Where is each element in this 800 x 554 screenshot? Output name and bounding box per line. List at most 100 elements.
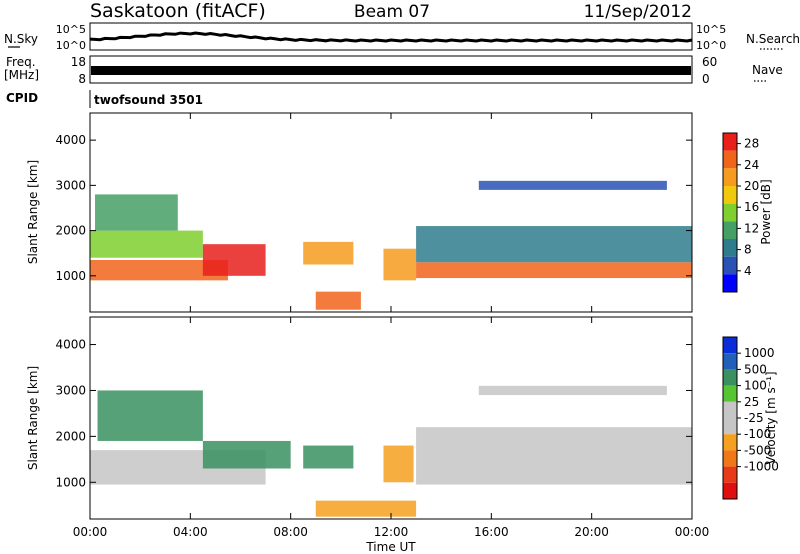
nsky-label: N.Sky [4, 32, 38, 46]
power-colorbar-tick-label: 28 [744, 137, 759, 151]
power-colorbar-band [723, 186, 737, 204]
nave-tick-high: 60 [702, 55, 717, 69]
power-ytick-label: 4000 [55, 133, 86, 147]
velocity-ylabel: Slant Range [km] [26, 366, 40, 470]
power-colorbar-band [723, 150, 737, 169]
velocity-ytick-label: 2000 [55, 429, 86, 443]
power-colorbar-tick-label: 20 [744, 179, 759, 193]
power-colorbar-band [723, 239, 737, 257]
power-ytick-label: 3000 [55, 178, 86, 192]
velocity-colorbar-band [723, 353, 737, 370]
nave-tick-low: 0 [702, 72, 710, 86]
x-tick-label: 08:00 [273, 525, 308, 539]
velocity-colorbar-band [723, 369, 737, 386]
freq-label-unit: [MHz] [4, 68, 39, 82]
power-region-0 [90, 259, 228, 281]
nsky-trace [89, 31, 693, 43]
power-colorbar-tick-label: 4 [744, 264, 752, 278]
nsky-frame [89, 22, 693, 51]
velocity-colorbar-band [723, 466, 737, 483]
velocity-colorbar-band [723, 337, 737, 354]
velocity-colorbar-tick-label: 25 [744, 395, 759, 409]
freq-tick-low: 8 [78, 72, 86, 86]
x-tick-label: 04:00 [173, 525, 208, 539]
x-tick-label: 20:00 [574, 525, 609, 539]
freq-tick-high: 18 [71, 55, 86, 69]
velocity-colorbar-tick-label: -100 [744, 427, 771, 441]
beam-title: Beam 07 [354, 2, 430, 22]
velocity-ytick-label: 4000 [55, 338, 86, 352]
power-y-axis: 1000 2000 3000 4000 [55, 133, 692, 283]
power-ylabel: Slant Range [km] [26, 160, 40, 264]
velocity-region-2 [202, 440, 291, 469]
power-colorbar-band [723, 168, 737, 186]
velocity-colorbar-band [723, 401, 737, 418]
velocity-colorbar: 1000 500 100 25 -25 -100 -500 -1000 [722, 336, 779, 500]
power-region-9 [478, 180, 667, 190]
nsky-tick-high: 10^5 [56, 23, 86, 36]
station-title: Saskatoon (fitACF) [90, 0, 266, 22]
power-region-6 [383, 248, 417, 281]
power-region-7 [416, 262, 692, 279]
power-heatmap [90, 180, 692, 310]
velocity-region-1 [97, 390, 203, 441]
power-panel: 1000 2000 3000 4000 Slant Range [km] 4 8 12 16… [26, 112, 773, 313]
velocity-region-6 [416, 427, 692, 485]
velocity-ytick-label: 3000 [55, 383, 86, 397]
velocity-colorbar-band [723, 434, 737, 451]
velocity-colorbar-tick-label: 1000 [744, 346, 775, 360]
power-colorbar-tick-label: 16 [744, 200, 759, 214]
freq-trace [91, 66, 691, 75]
power-region-3 [202, 244, 266, 276]
power-colorbar-band [723, 221, 737, 239]
nave-label: Nave [752, 63, 783, 77]
x-tick-label: 12:00 [374, 525, 409, 539]
velocity-region-5 [383, 445, 414, 483]
velocity-colorbar-tick-label: -1000 [744, 460, 779, 474]
time-axis: 00:00 04:00 08:00 12:00 16:00 20:00 00:00 [73, 113, 710, 539]
power-colorbar-frame [722, 132, 738, 293]
nsearch-tick-high: 10^5 [696, 23, 726, 36]
cpid-row: CPID twofsound 3501 [6, 90, 203, 108]
x-tick-label: 00:00 [73, 525, 108, 539]
nsky-tick-low: 10^0 [56, 39, 86, 52]
nsearch-tick-low: 10^0 [696, 39, 726, 52]
velocity-region-4 [315, 500, 417, 517]
power-region-8 [416, 226, 692, 263]
velocity-colorbar-band [723, 385, 737, 402]
power-frame [89, 112, 693, 313]
power-region-2 [95, 194, 178, 231]
cpid-label: CPID [6, 91, 38, 105]
velocity-region-3 [303, 445, 354, 469]
freq-label-top: Freq. [6, 55, 36, 69]
velocity-colorbar-label: Velocity [m s⁻¹] [764, 371, 778, 464]
x-tick-label: 00:00 [675, 525, 710, 539]
cpid-value: twofsound 3501 [94, 93, 203, 107]
velocity-colorbar-band [723, 418, 737, 435]
power-colorbar-label: Power [dB] [759, 179, 773, 244]
velocity-colorbar-band [723, 482, 737, 499]
velocity-colorbar-band [723, 450, 737, 467]
power-region-1 [90, 230, 203, 258]
power-colorbar-band [723, 274, 737, 292]
power-colorbar-tick-label: 12 [744, 221, 759, 235]
power-colorbar: 4 8 12 16 20 24 28 [722, 132, 759, 293]
x-axis-label: Time UT [365, 540, 416, 554]
velocity-colorbar-tick-label: 100 [744, 379, 767, 393]
power-colorbar-tick-label: 8 [744, 243, 752, 257]
freq-frame [89, 55, 693, 84]
velocity-colorbar-tick-label: -25 [744, 411, 764, 425]
nsky-strip: N.Sky 10^5 10^0 10^5 10^0 N.Search [4, 22, 800, 52]
velocity-colorbar-tick-label: 500 [744, 362, 767, 376]
power-region-4 [303, 241, 354, 265]
x-tick-label: 16:00 [474, 525, 509, 539]
power-colorbar-band [723, 133, 737, 151]
velocity-heatmap [90, 385, 692, 517]
velocity-panel: 1000 2000 3000 4000 Slant Range [km] 1000 50… [26, 316, 779, 520]
power-colorbar-band [723, 203, 737, 222]
power-ytick-label: 2000 [55, 224, 86, 238]
power-colorbar-band [723, 256, 737, 275]
power-ytick-label: 1000 [55, 269, 86, 283]
velocity-y-axis: 1000 2000 3000 4000 [55, 338, 692, 489]
